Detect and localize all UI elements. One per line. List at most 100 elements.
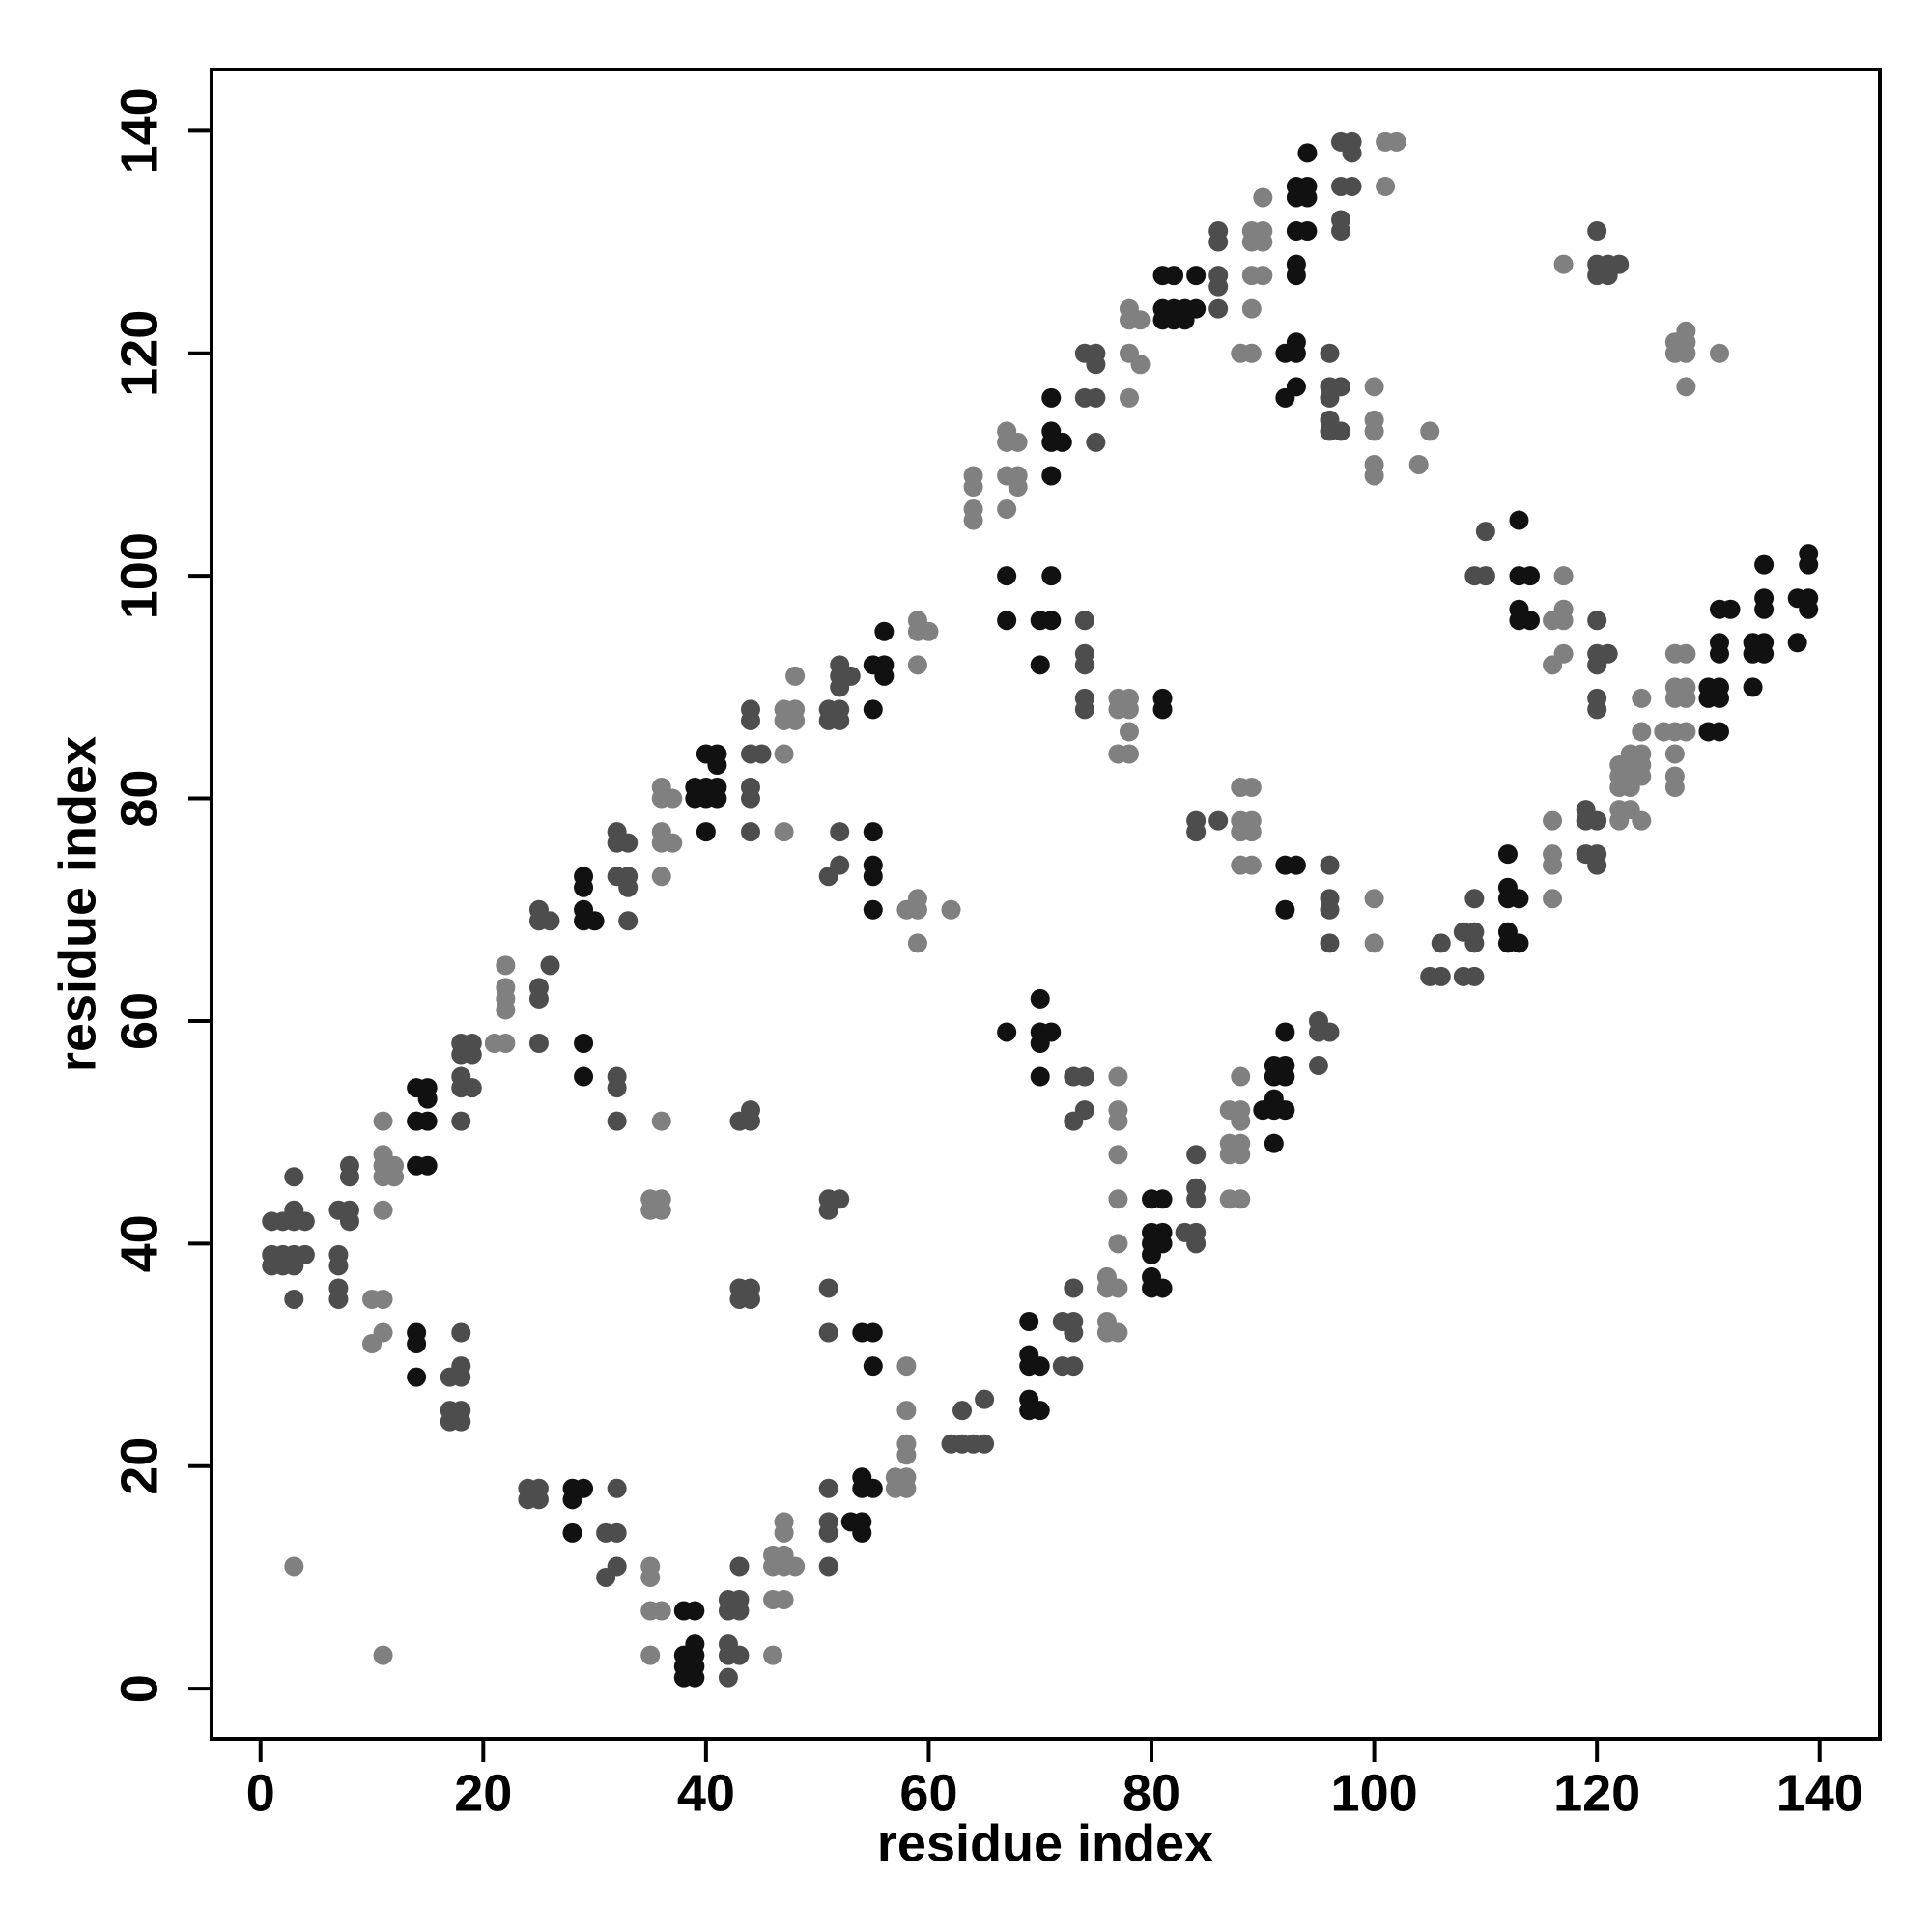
point [1241, 298, 1262, 319]
point [295, 1211, 315, 1232]
y-tick-label: 60 [110, 992, 168, 1050]
point [607, 1066, 627, 1087]
point [907, 655, 927, 675]
point [1286, 855, 1306, 875]
point [1598, 643, 1618, 664]
point [1709, 722, 1729, 742]
point [1587, 688, 1607, 708]
point [528, 978, 549, 998]
point [1108, 1278, 1128, 1298]
x-tick-label: 140 [1776, 1764, 1863, 1822]
point [1208, 266, 1229, 286]
x-tick-label: 20 [454, 1764, 512, 1822]
point [651, 1111, 671, 1131]
point [1275, 1100, 1295, 1121]
point [740, 778, 760, 798]
point [785, 1556, 806, 1577]
point [1431, 966, 1451, 986]
y-tick-label: 120 [110, 310, 168, 397]
point [1074, 611, 1094, 631]
point [1008, 432, 1028, 452]
point [1019, 1312, 1039, 1331]
point [1152, 1278, 1173, 1298]
point [696, 822, 716, 842]
point [1632, 722, 1652, 742]
point [840, 666, 861, 686]
point [896, 1401, 917, 1421]
point [1030, 655, 1050, 675]
point [1553, 566, 1574, 586]
point [1264, 1133, 1284, 1153]
y-tick-label: 40 [110, 1214, 168, 1272]
point [640, 1567, 661, 1587]
x-tick-label: 80 [1122, 1764, 1180, 1822]
point [785, 666, 806, 686]
point [1520, 611, 1540, 631]
point [774, 1590, 794, 1609]
point [1086, 387, 1106, 408]
point [1152, 688, 1173, 708]
point [1030, 1066, 1050, 1087]
point [1074, 1066, 1094, 1087]
point [1186, 810, 1207, 831]
point [1431, 933, 1451, 953]
point [1386, 131, 1406, 152]
point [540, 911, 560, 931]
point [651, 1601, 671, 1621]
point [1275, 1056, 1295, 1076]
point [997, 566, 1017, 586]
point [663, 833, 683, 853]
point [1632, 688, 1652, 708]
point [1186, 266, 1207, 286]
point [1108, 1322, 1128, 1343]
point [1408, 454, 1429, 474]
point [651, 867, 671, 887]
point [1799, 544, 1819, 564]
point [1709, 633, 1729, 653]
point [1676, 722, 1696, 742]
point [1553, 643, 1574, 664]
point [1297, 221, 1318, 242]
point [818, 1556, 838, 1577]
point [1787, 633, 1807, 653]
point [1342, 176, 1362, 196]
point [774, 822, 794, 842]
point [1553, 254, 1574, 274]
point [1364, 410, 1384, 430]
point [740, 822, 760, 842]
point [1664, 744, 1685, 764]
point [1231, 1133, 1251, 1153]
point [1342, 131, 1362, 152]
point [462, 1034, 482, 1053]
point [963, 499, 983, 520]
point [1543, 810, 1563, 831]
x-tick-label: 100 [1331, 1764, 1418, 1822]
point [1308, 1056, 1328, 1076]
point [574, 1478, 594, 1498]
point [1241, 778, 1262, 798]
point [685, 1667, 705, 1688]
point [818, 1322, 838, 1343]
point [1543, 889, 1563, 909]
point [328, 1256, 349, 1276]
point [295, 1244, 315, 1264]
point [607, 1522, 627, 1543]
point [328, 1289, 349, 1309]
point [1543, 844, 1563, 865]
point [1231, 1066, 1251, 1087]
point [1464, 889, 1485, 909]
point [1152, 1189, 1173, 1209]
plot-frame [210, 68, 1882, 1741]
point [896, 1356, 917, 1377]
point [1286, 254, 1306, 274]
point [707, 744, 727, 764]
point [496, 955, 516, 976]
x-tick-label: 40 [677, 1764, 735, 1822]
point [1754, 588, 1775, 609]
point [1186, 298, 1207, 319]
point [774, 744, 794, 764]
point [1509, 889, 1529, 909]
y-tick-label: 80 [110, 770, 168, 828]
point [1320, 343, 1340, 363]
point [1364, 889, 1384, 909]
